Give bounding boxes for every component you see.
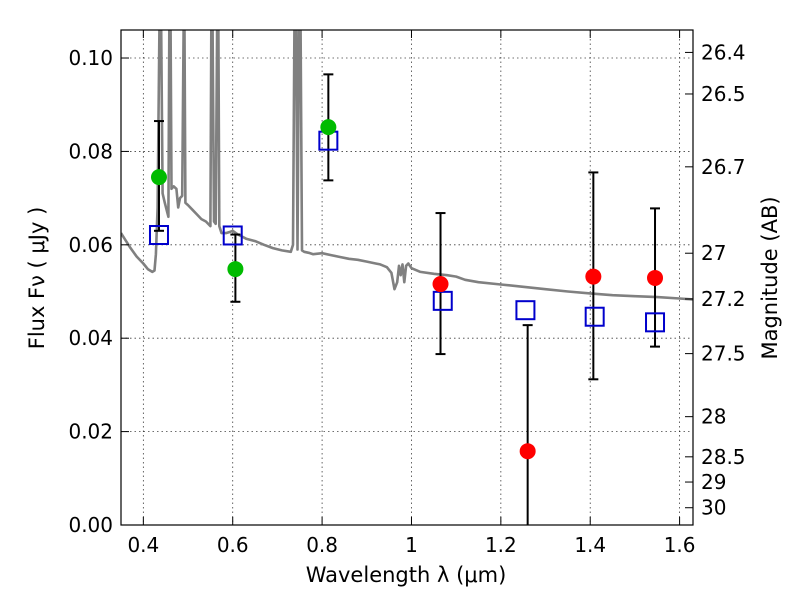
model-square [584, 306, 605, 327]
plot-frame [120, 29, 694, 526]
x-tick-label: 0.6 [217, 533, 249, 557]
spectrum-line [121, 30, 693, 301]
y-tick-label: 0.08 [68, 139, 113, 163]
y-tick-label: 0.10 [68, 46, 113, 70]
model-square [645, 312, 666, 333]
x-axis-label: Wavelength λ (μm) [306, 563, 507, 587]
data-point [150, 169, 167, 186]
y2-tick-label: 28.5 [701, 445, 746, 469]
x-tick-label: 0.4 [127, 533, 159, 557]
model-square [515, 300, 536, 321]
y2-tick-label: 30 [701, 496, 726, 520]
x-tick-label: 0.8 [306, 533, 338, 557]
grid-lines [121, 30, 693, 526]
y2-axis-label: Magnitude (AB) [758, 196, 782, 359]
y2-tick-label: 26.7 [701, 155, 746, 179]
y-tick-label: 0.04 [68, 326, 113, 350]
x-tick-label: 1.2 [485, 533, 517, 557]
y-axis-label: Flux Fν ( μJy ) [25, 207, 49, 350]
y2-tick-label: 29 [701, 470, 726, 494]
data-point [227, 261, 244, 278]
y2-tick-label: 27 [701, 241, 726, 265]
spectrum-layer [121, 30, 693, 301]
y2-tick-label: 26.4 [701, 40, 746, 64]
data-point [320, 119, 337, 136]
y-tick-label: 0.02 [68, 420, 113, 444]
points-layer [148, 73, 666, 525]
y-tick-label: 0.06 [68, 233, 113, 257]
axes: 0.4 0.6 0.8 1 1.2 1.4 1.6 0.00 0.02 0.04 0.06 0.08 0… [68, 29, 746, 557]
y2-tick-label: 28 [701, 405, 726, 429]
data-point [647, 269, 664, 286]
model-square [222, 225, 243, 246]
data-point [432, 276, 449, 293]
x-tick-label: 1 [405, 533, 418, 557]
model-square [432, 290, 453, 311]
y2-tick-label: 26.5 [701, 82, 746, 106]
data-point [585, 268, 602, 285]
model-square [148, 225, 169, 246]
x-tick-label: 1.4 [574, 533, 606, 557]
x-tick-label: 1.6 [664, 533, 696, 557]
data-point [519, 443, 536, 460]
y-tick-label: 0.00 [68, 513, 113, 537]
y2-tick-label: 27.5 [701, 342, 746, 366]
y2-tick-label: 27.2 [701, 287, 746, 311]
